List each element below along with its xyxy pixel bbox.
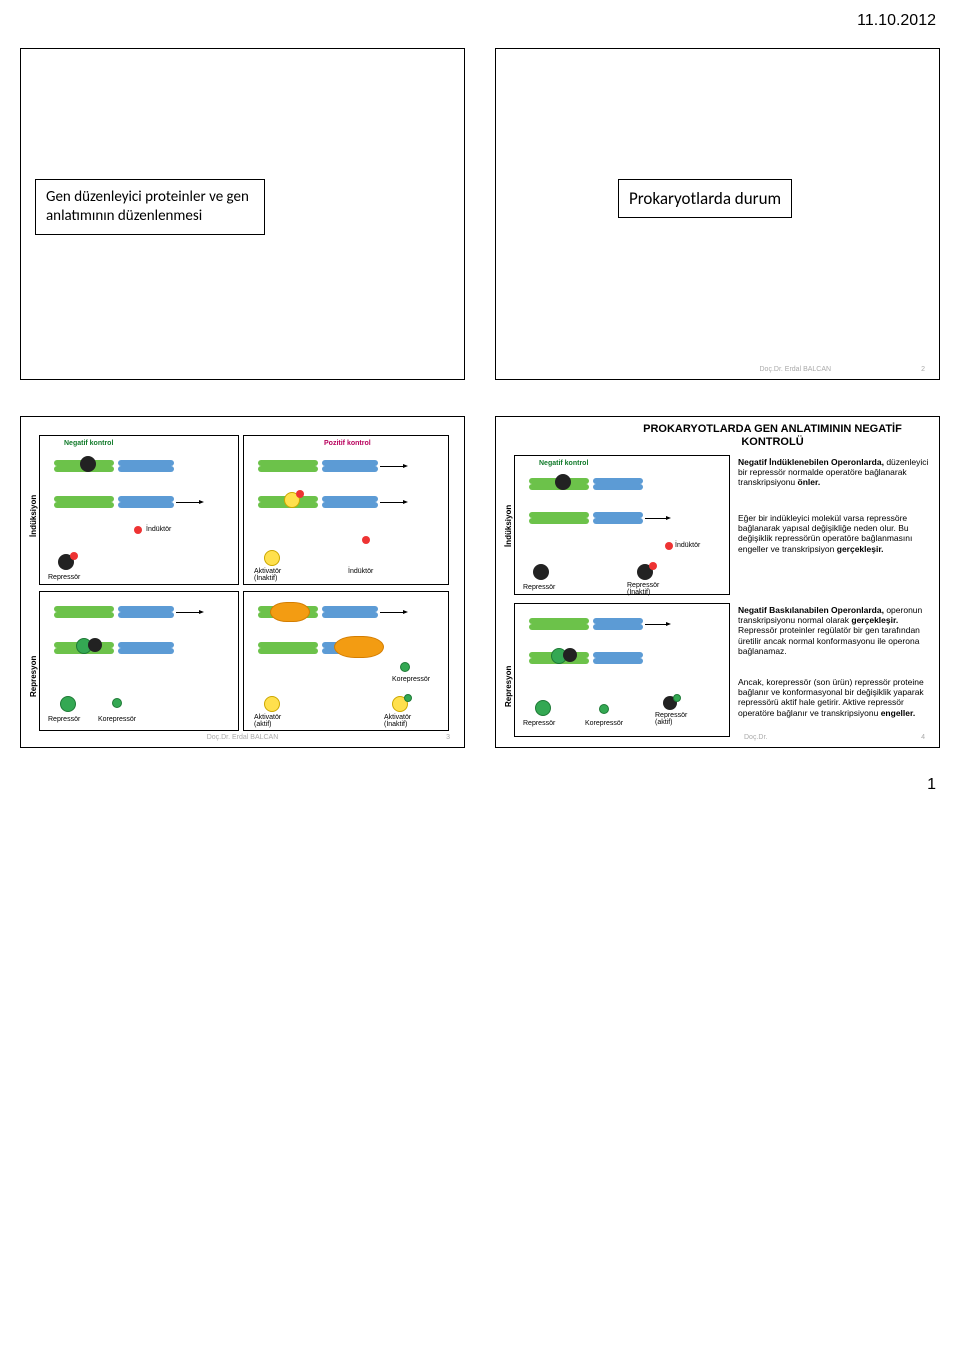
slide3-induktor-2: İndüktör — [348, 568, 373, 575]
dna — [529, 618, 589, 630]
dna — [593, 512, 643, 524]
slide4-neg-kontrol: Negatif kontrol — [539, 460, 588, 467]
dna — [322, 606, 378, 618]
slide2-footer-num: 2 — [921, 366, 925, 373]
slide4-para2: Eğer bir indükleyici molekül varsa repre… — [738, 513, 929, 554]
slide2-title: Prokaryotlarda durum — [618, 179, 792, 218]
dna — [529, 512, 589, 524]
repressor-dot — [563, 648, 577, 662]
inducer-dot — [665, 542, 673, 550]
repressor-dot — [533, 564, 549, 580]
corepressor-dot — [673, 694, 681, 702]
inducer-dot — [134, 526, 142, 534]
slide1-title: Gen düzenleyici proteinler ve gen anlatı… — [35, 179, 265, 235]
activator-dot — [264, 550, 280, 566]
slide-3: İndüksiyon Represyon Negatif kontrol İnd… — [20, 416, 465, 748]
slide3-repressor-1: Repressör — [48, 574, 80, 581]
slide3-korepressor-2: Korepressör — [392, 676, 430, 683]
slide3-label-represyon: Represyon — [29, 656, 38, 697]
slide4-repressor-aktif: Repressör (aktif) — [655, 712, 687, 726]
slide3-footer-num: 3 — [446, 734, 450, 741]
slide4-para1: Negatif İndüklenebilen Operonlarda, düze… — [738, 457, 929, 488]
corepressor-dot — [400, 662, 410, 672]
slide3-top-right: Pozitif kontrol Aktivatör (İnaktif) İndü… — [243, 435, 449, 585]
slide-2: Prokaryotlarda durum Doç.Dr. Erdal BALCA… — [495, 48, 940, 380]
dna — [258, 460, 318, 472]
dna — [593, 478, 643, 490]
inducer-dot — [649, 562, 657, 570]
dna — [118, 496, 174, 508]
page-number: 1 — [927, 776, 936, 794]
activator-blob — [270, 602, 310, 622]
slide4-repressor-2: Repressör — [523, 720, 555, 727]
slide3-neg-kontrol: Negatif kontrol — [64, 440, 113, 447]
dna — [322, 496, 378, 508]
corepressor-dot — [404, 694, 412, 702]
slide4-korepressor: Korepressör — [585, 720, 623, 727]
slide3-induktor-1: İndüktör — [146, 526, 171, 533]
activator-blob — [334, 636, 384, 658]
slide3-aktivator-inaktif2: Aktivatör (İnaktif) — [384, 714, 411, 728]
slide3-aktivator-aktif: Aktivatör (aktif) — [254, 714, 281, 728]
dna — [54, 606, 114, 618]
arrow — [645, 518, 667, 519]
dna — [322, 460, 378, 472]
slide4-para3: Negatif Baskılanabilen Operonlarda, oper… — [738, 605, 929, 656]
activator-dot — [264, 696, 280, 712]
slide4-label-represyon: Represyon — [504, 666, 513, 707]
dna — [118, 606, 174, 618]
slide3-korepressor-1: Korepressör — [98, 716, 136, 723]
slide2-footer-author: Doç.Dr. Erdal BALCAN — [760, 366, 832, 373]
arrow — [176, 502, 200, 503]
slide3-bot-left: Repressör Korepressör — [39, 591, 239, 731]
repressor-dot — [88, 638, 102, 652]
slide3-poz-kontrol: Pozitif kontrol — [324, 440, 371, 447]
slide4-footer-num: 4 — [921, 734, 925, 741]
arrow — [645, 624, 667, 625]
dna — [118, 460, 174, 472]
arrow — [176, 612, 200, 613]
slide4-induktor: İndüktör — [675, 542, 700, 549]
repressor-dot — [80, 456, 96, 472]
dna — [118, 642, 174, 654]
dna — [593, 652, 643, 664]
repressor-green-dot — [535, 700, 551, 716]
slide3-label-induksiyon: İndüksiyon — [29, 495, 38, 537]
slide4-repressor-inaktif: Repressör (İnaktif) — [627, 582, 659, 596]
inducer-dot — [362, 536, 370, 544]
slide3-repressor-2: Repressör — [48, 716, 80, 723]
slide4-bot-diagram: Repressör Korepressör Repressör (aktif) — [514, 603, 730, 737]
corepressor-dot — [112, 698, 122, 708]
dna — [54, 496, 114, 508]
dna — [258, 642, 318, 654]
slide3-top-left: Negatif kontrol İndüktör Repressör — [39, 435, 239, 585]
slide4-top-diagram: Negatif kontrol İndüktör Repressör Repre… — [514, 455, 730, 595]
repressor-dot — [555, 474, 571, 490]
arrow — [380, 502, 404, 503]
slide4-footer-author: Doç.Dr. — [744, 734, 767, 741]
dna — [593, 618, 643, 630]
inducer-dot — [70, 552, 78, 560]
arrow — [380, 466, 404, 467]
slide4-title: PROKARYOTLARDA GEN ANLATIMININ NEGATİF K… — [616, 423, 929, 448]
slide3-bot-right: Korepressör Aktivatör (aktif) Aktivatör … — [243, 591, 449, 731]
inducer-dot — [296, 490, 304, 498]
slide4-label-induksiyon: İndüksiyon — [504, 505, 513, 547]
slide3-footer-author: Doç.Dr. Erdal BALCAN — [207, 734, 279, 741]
arrow — [380, 612, 404, 613]
slide3-aktivator-inaktif: Aktivatör (İnaktif) — [254, 568, 281, 582]
slide-4: PROKARYOTLARDA GEN ANLATIMININ NEGATİF K… — [495, 416, 940, 748]
slide-1: Gen düzenleyici proteinler ve gen anlatı… — [20, 48, 465, 380]
corepressor-dot — [599, 704, 609, 714]
slide4-repressor-1: Repressör — [523, 584, 555, 591]
slide4-para4: Ancak, korepressör (son ürün) repressör … — [738, 677, 929, 718]
corepressor-dot — [60, 696, 76, 712]
page-date: 11.10.2012 — [857, 12, 936, 30]
